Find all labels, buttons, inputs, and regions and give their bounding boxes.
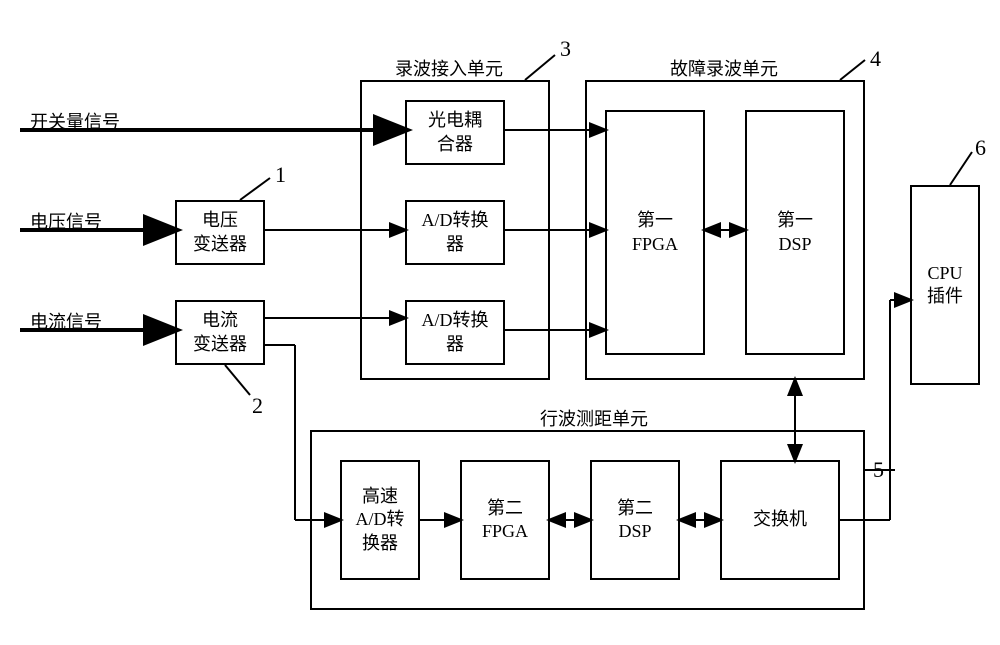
- connections-svg: [0, 0, 1000, 645]
- diagram-canvas: 开关量信号 电压信号 电流信号 电压 变送器 电流 变送器 录波接入单元 光电耦…: [0, 0, 1000, 645]
